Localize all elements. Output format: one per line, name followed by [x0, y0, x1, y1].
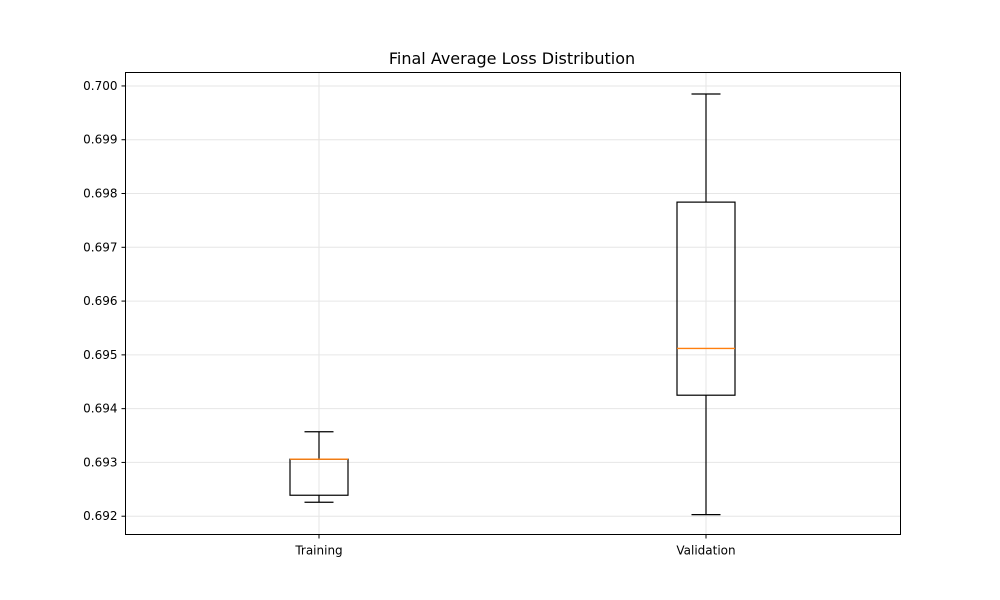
y-tick-label: 0.694 [83, 402, 117, 416]
y-axis: 0.692 0.693 0.694 0.695 0.696 0.697 0.698 0.699… [83, 79, 126, 523]
y-tick-label: 0.699 [83, 133, 117, 147]
boxes-layer [289, 93, 736, 516]
x-tick-label: Validation [676, 544, 735, 558]
y-tick-label: 0.697 [83, 240, 117, 254]
x-tick-label: Training [294, 544, 342, 558]
y-tick-label: 0.700 [83, 79, 117, 93]
chart-title: Final Average Loss Distribution [389, 49, 635, 68]
y-tick-label: 0.692 [83, 509, 117, 523]
y-tick-label: 0.693 [83, 455, 117, 469]
y-tick-label: 0.695 [83, 348, 117, 362]
y-tick-label: 0.696 [83, 294, 117, 308]
plot-area-frame [125, 72, 901, 535]
y-tick-label: 0.698 [83, 187, 117, 201]
x-axis: Training Validation [294, 534, 736, 558]
iqr-box [676, 201, 736, 396]
box-training [289, 431, 349, 503]
grid-layer [125, 72, 901, 535]
box-validation [676, 93, 736, 516]
